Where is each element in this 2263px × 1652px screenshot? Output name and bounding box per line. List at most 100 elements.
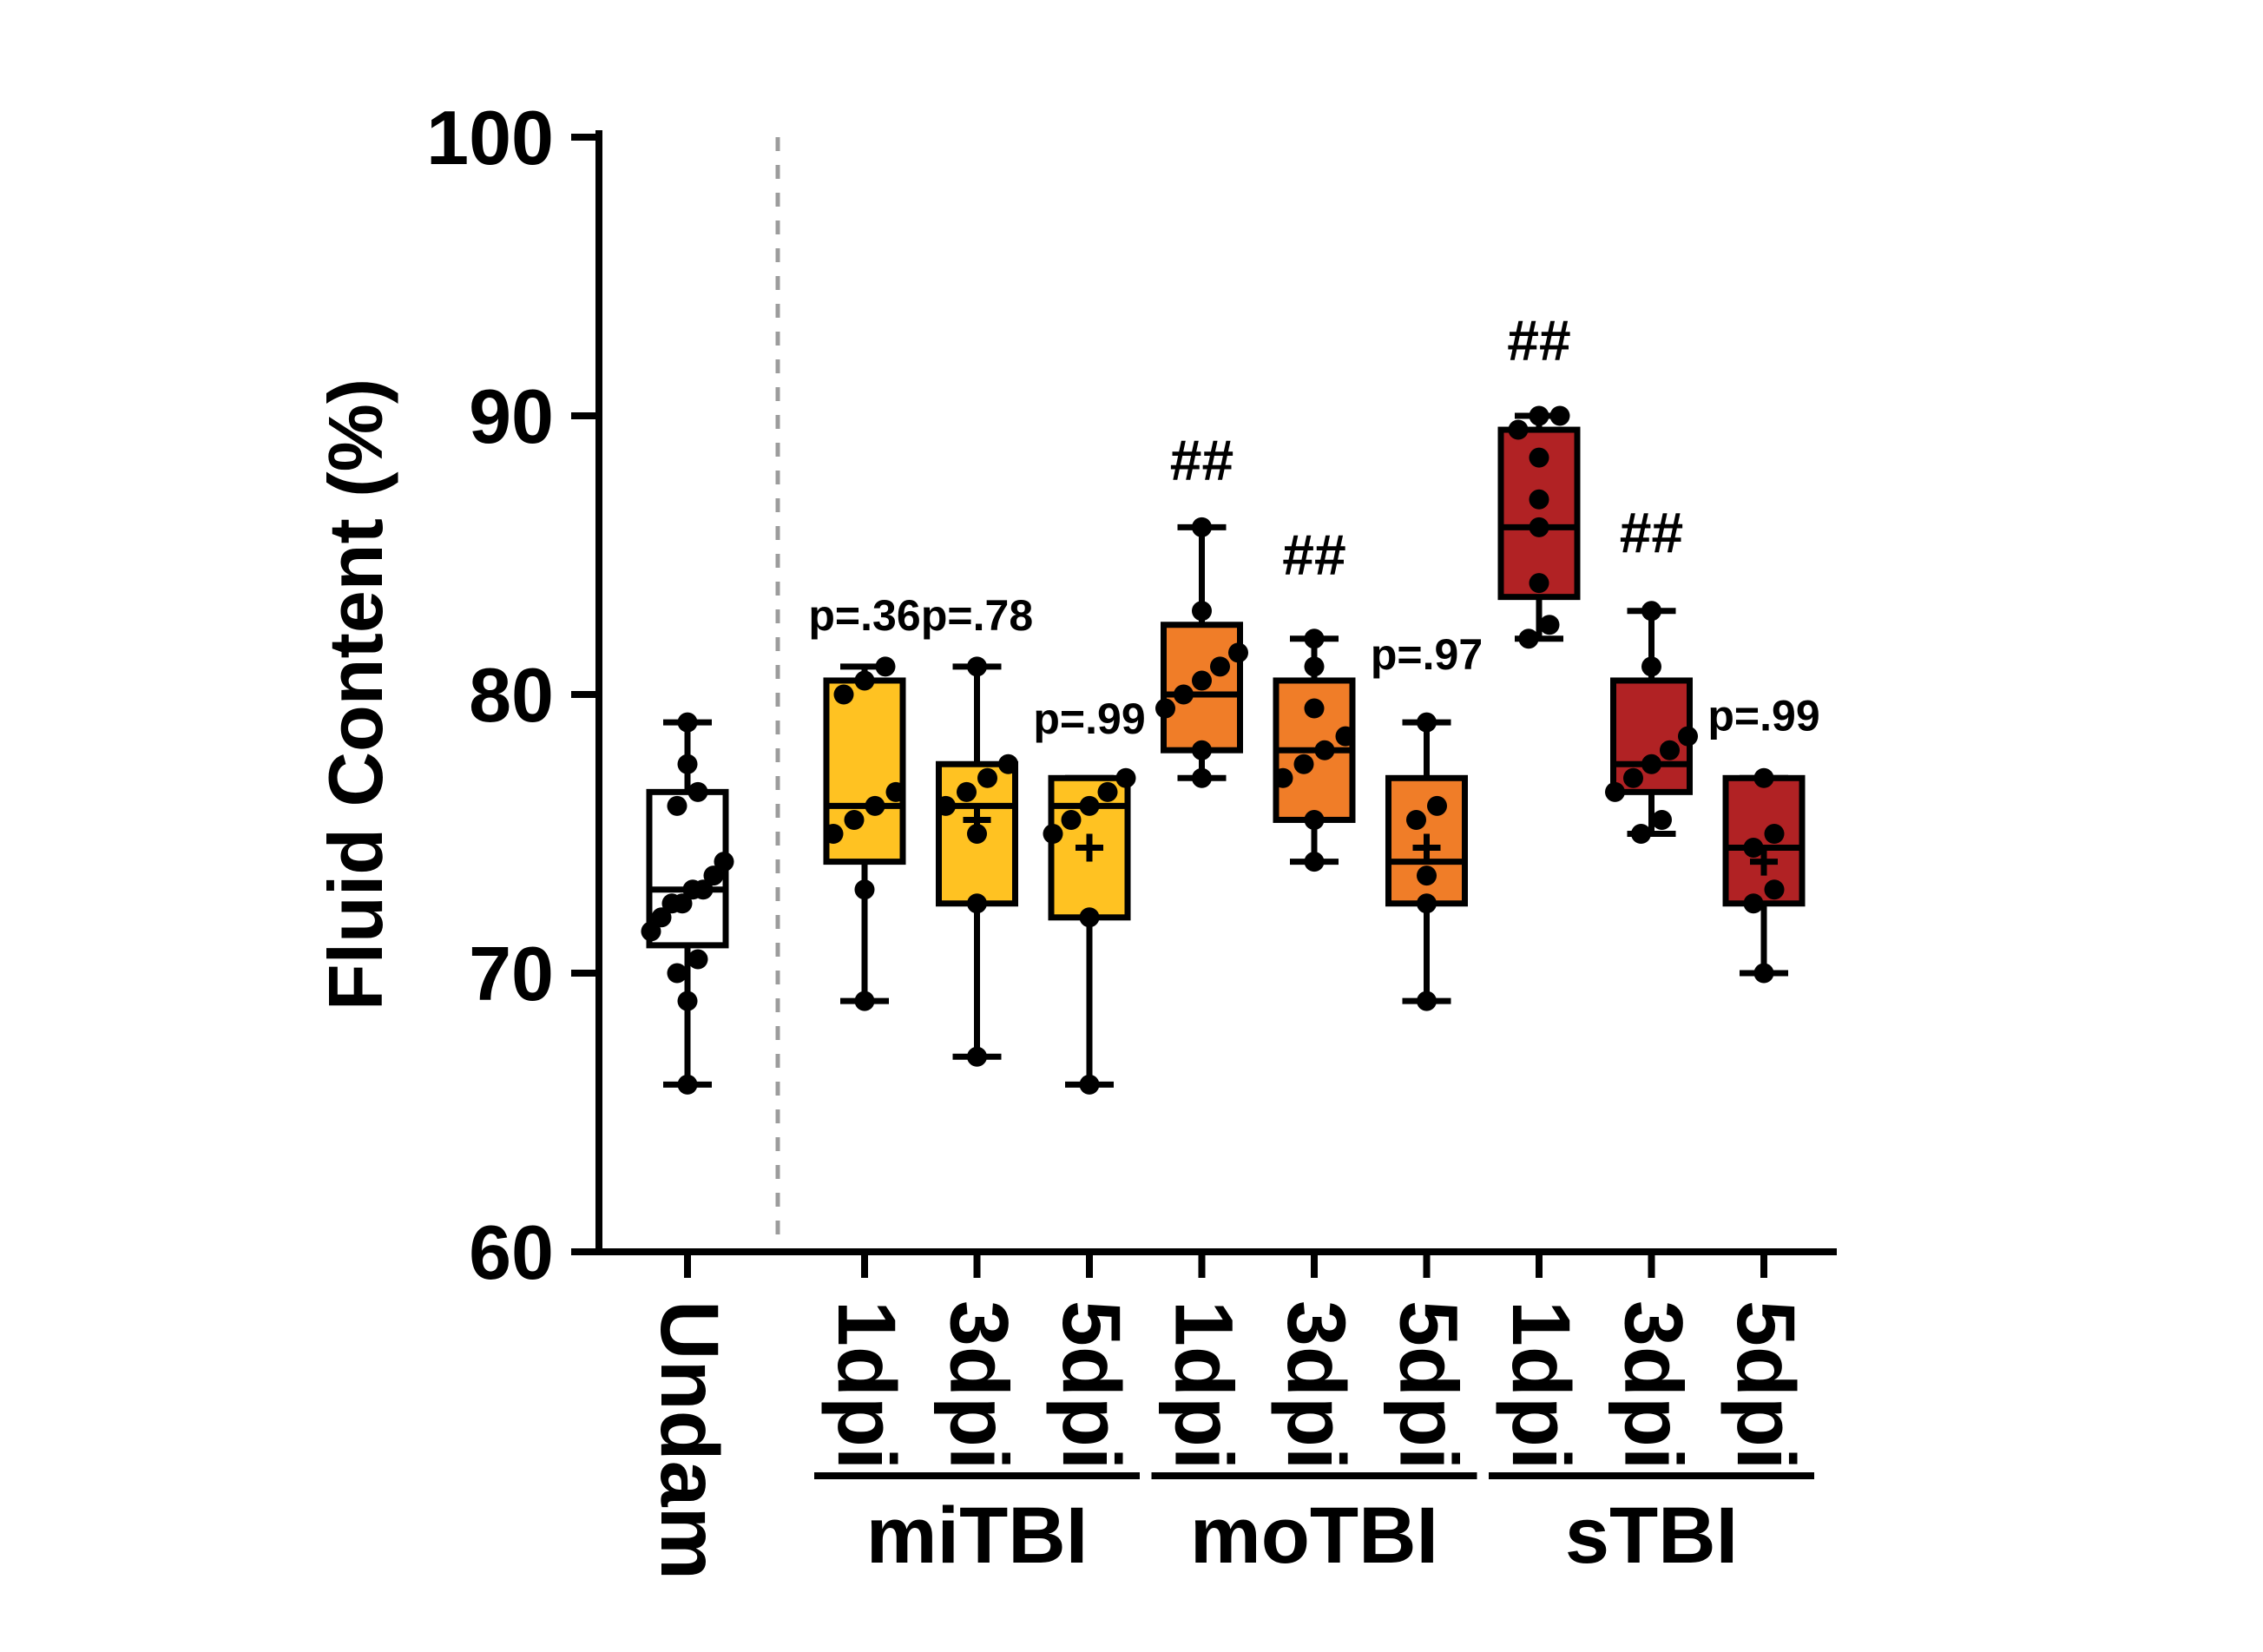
data-point bbox=[1529, 517, 1549, 537]
data-point bbox=[1192, 740, 1212, 760]
boxplot-column-mitbi-1dpi: p=.36 1dpi bbox=[808, 591, 920, 1470]
data-point bbox=[1293, 754, 1314, 774]
boxplot-column-mitbi-3dpi: p=.78 3dpi bbox=[921, 591, 1033, 1470]
data-point bbox=[1314, 740, 1335, 760]
data-point bbox=[1631, 824, 1651, 844]
data-point bbox=[1406, 809, 1426, 830]
p-value-annotation: p=.99 bbox=[1033, 694, 1145, 743]
data-point bbox=[1641, 656, 1661, 677]
data-point bbox=[1417, 991, 1437, 1011]
group-label: moTBI bbox=[1190, 1491, 1438, 1580]
data-point bbox=[1192, 517, 1212, 537]
data-point bbox=[1529, 405, 1549, 426]
boxplot-column-motbi-5dpi: p=.97 5dpi bbox=[1371, 630, 1483, 1470]
data-point bbox=[1228, 642, 1248, 663]
data-point bbox=[1192, 670, 1212, 691]
data-point bbox=[1743, 893, 1764, 914]
data-point bbox=[641, 921, 661, 942]
data-point bbox=[1652, 809, 1672, 830]
data-point bbox=[967, 824, 987, 844]
data-point bbox=[1605, 781, 1625, 802]
data-point bbox=[1417, 712, 1437, 733]
data-point bbox=[1623, 767, 1643, 788]
y-tick-label: 70 bbox=[469, 931, 554, 1017]
data-point bbox=[1304, 809, 1325, 830]
p-value-annotation: p=.78 bbox=[921, 591, 1033, 640]
boxplot-column-mitbi-5dpi: p=.99 5dpi bbox=[1033, 694, 1145, 1470]
data-point bbox=[1273, 767, 1293, 788]
data-point bbox=[1115, 767, 1136, 788]
data-point bbox=[1641, 601, 1661, 622]
data-point bbox=[1764, 879, 1785, 900]
data-point bbox=[1427, 795, 1447, 816]
x-tick-label: 3dpi bbox=[1608, 1300, 1700, 1470]
boxplot-column-motbi-3dpi: ## 3dpi bbox=[1270, 523, 1362, 1470]
data-point bbox=[677, 1074, 698, 1095]
x-tick-label: 1dpi bbox=[1495, 1300, 1587, 1470]
p-value-annotation: p=.36 bbox=[808, 591, 920, 640]
data-point bbox=[1529, 489, 1549, 510]
data-point bbox=[977, 767, 997, 788]
data-point bbox=[1678, 726, 1698, 747]
data-point bbox=[1079, 1074, 1100, 1095]
data-point bbox=[967, 1046, 987, 1067]
data-point bbox=[1097, 781, 1118, 802]
y-tick-label: 60 bbox=[469, 1209, 554, 1295]
data-point bbox=[865, 795, 885, 816]
data-point bbox=[1192, 767, 1212, 788]
y-tick-label: 80 bbox=[469, 652, 554, 738]
data-point bbox=[875, 656, 896, 677]
data-point bbox=[1753, 767, 1774, 788]
x-tick-label: 5dpi bbox=[1720, 1300, 1812, 1470]
data-point bbox=[693, 879, 714, 900]
p-value-annotation: p=.97 bbox=[1371, 630, 1483, 679]
data-point bbox=[833, 684, 854, 705]
data-point bbox=[854, 879, 875, 900]
data-point bbox=[703, 865, 724, 886]
data-point bbox=[1743, 838, 1764, 859]
significance-annotation: ## bbox=[1170, 428, 1233, 492]
group-label: sTBI bbox=[1565, 1491, 1738, 1580]
data-point bbox=[844, 809, 865, 830]
data-point bbox=[1417, 865, 1437, 886]
data-point bbox=[854, 991, 875, 1011]
data-point bbox=[1660, 740, 1680, 760]
boxplot-column-undam: Undam bbox=[641, 712, 735, 1580]
significance-annotation: ## bbox=[1620, 500, 1683, 564]
data-point bbox=[1155, 698, 1175, 719]
data-point bbox=[1304, 852, 1325, 872]
data-point bbox=[1210, 656, 1230, 677]
data-point bbox=[687, 781, 708, 802]
data-point bbox=[1753, 963, 1774, 984]
data-point bbox=[651, 907, 672, 928]
data-point bbox=[1079, 907, 1100, 928]
data-point bbox=[1641, 754, 1661, 774]
data-point bbox=[687, 949, 708, 970]
p-value-annotation: p=.99 bbox=[1707, 692, 1819, 740]
data-point bbox=[1518, 629, 1539, 649]
x-tick-label: 1dpi bbox=[1158, 1300, 1250, 1470]
x-tick-label: 5dpi bbox=[1045, 1300, 1137, 1470]
data-point bbox=[1764, 824, 1785, 844]
data-point bbox=[1043, 824, 1063, 844]
data-point bbox=[677, 712, 698, 733]
data-point bbox=[854, 670, 875, 691]
data-point bbox=[677, 754, 698, 774]
data-point bbox=[672, 893, 693, 914]
data-point bbox=[1079, 795, 1100, 816]
boxplot-column-motbi-1dpi: ## 1dpi bbox=[1155, 428, 1250, 1470]
y-axis-title: Fluid Content (%) bbox=[312, 378, 398, 1010]
boxplot-column-stbi-3dpi: ## 3dpi bbox=[1605, 500, 1700, 1470]
data-point bbox=[1508, 419, 1529, 440]
data-point bbox=[1335, 726, 1356, 747]
data-point bbox=[714, 852, 734, 872]
data-point bbox=[1539, 615, 1560, 635]
data-point bbox=[1529, 447, 1549, 468]
data-point bbox=[667, 963, 687, 984]
data-point bbox=[936, 795, 956, 816]
data-point bbox=[967, 893, 987, 914]
data-point bbox=[677, 991, 698, 1011]
data-point bbox=[1061, 809, 1082, 830]
data-point bbox=[1549, 405, 1570, 426]
